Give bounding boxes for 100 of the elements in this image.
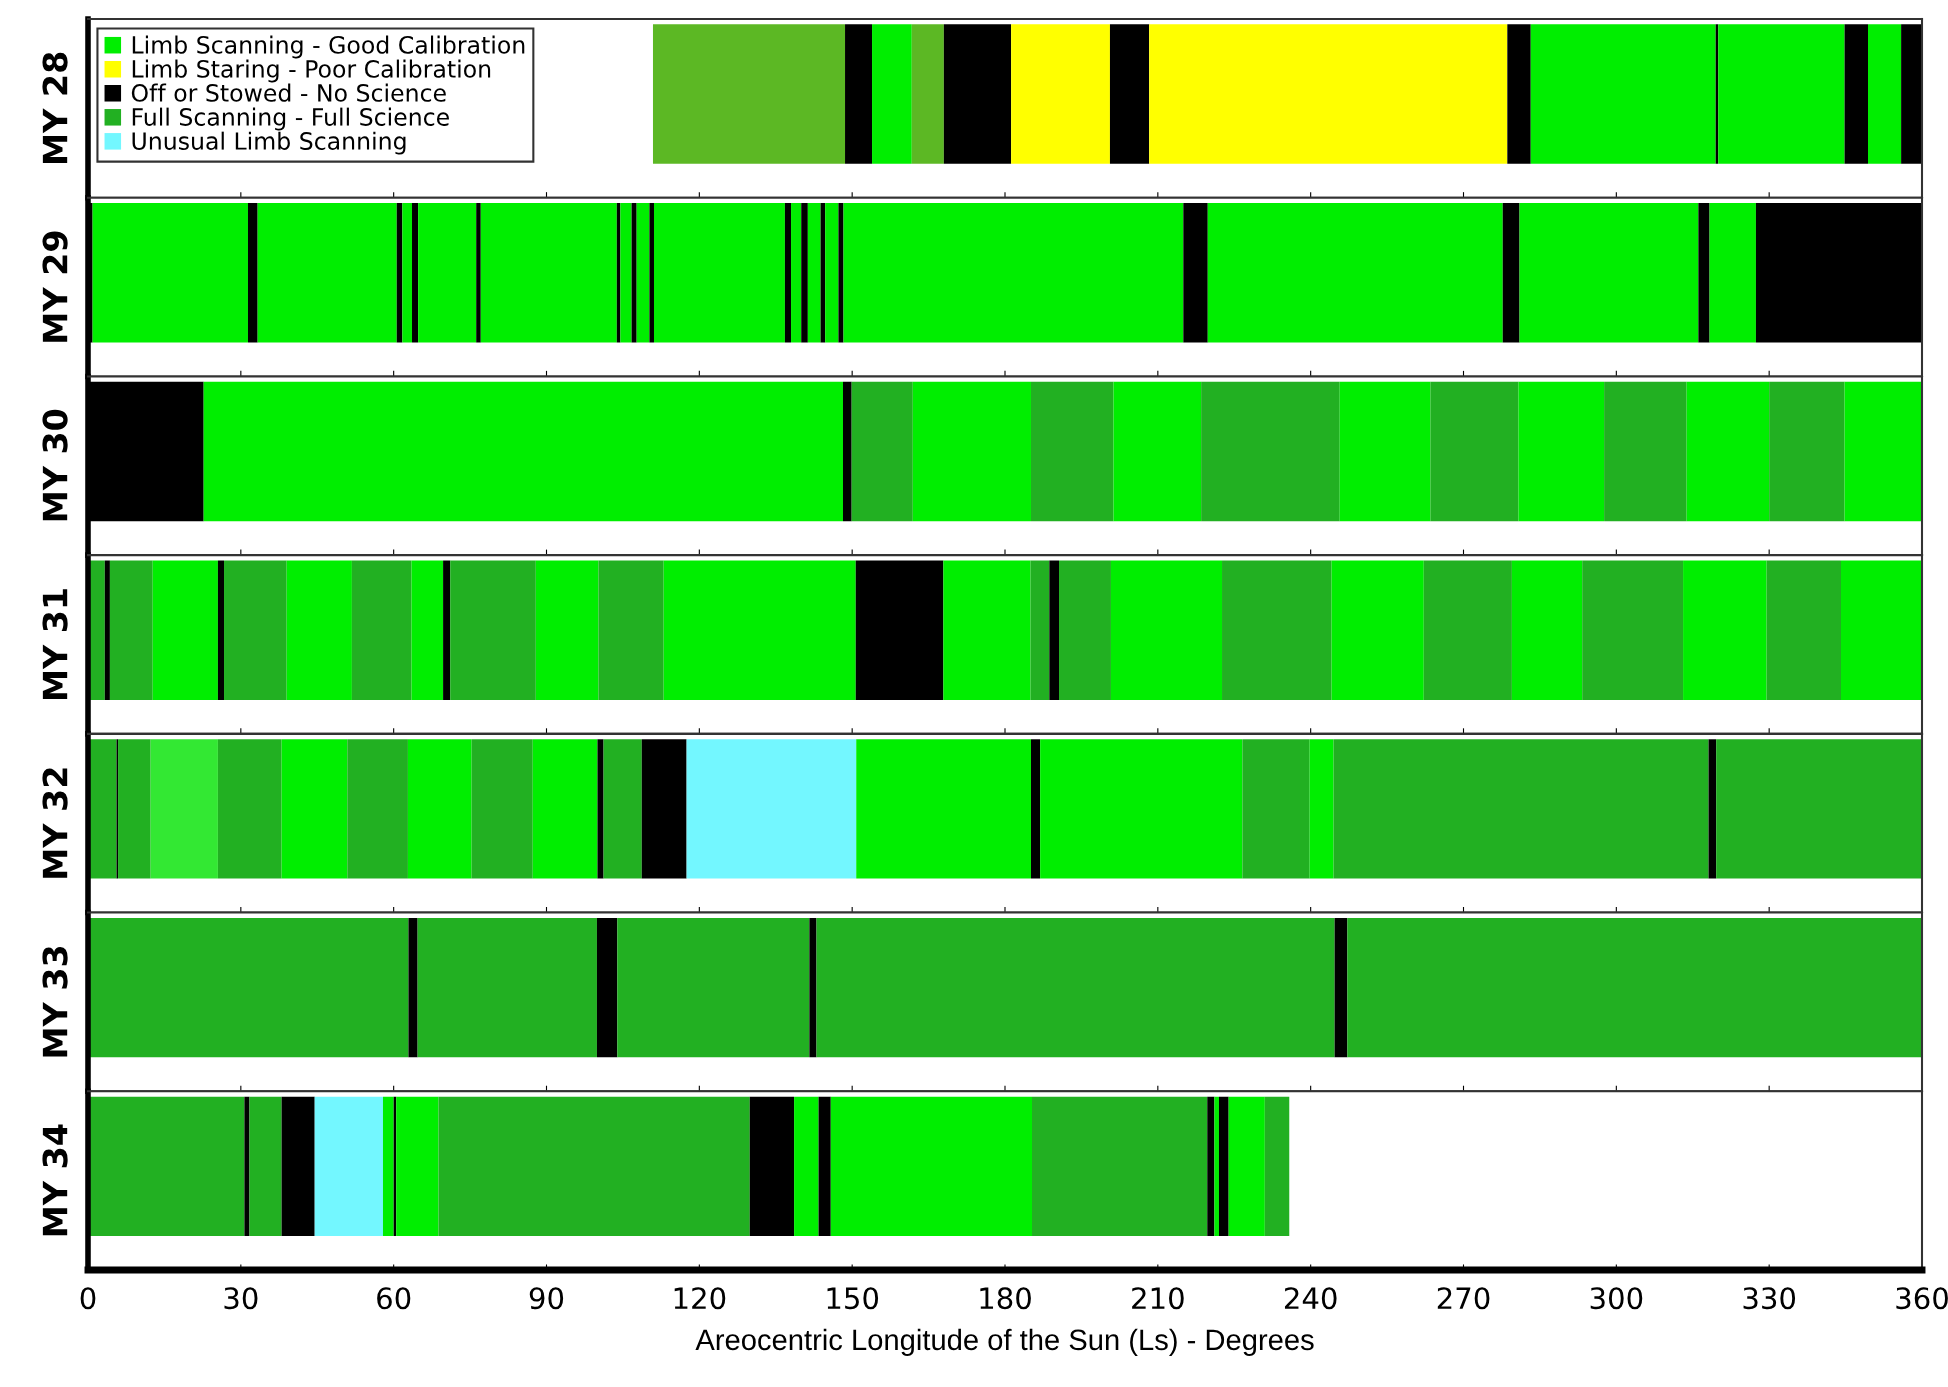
bar: [1511, 560, 1583, 700]
bar: [1214, 1096, 1219, 1237]
bar: [1530, 24, 1716, 164]
bar: [408, 917, 418, 1058]
bar: [830, 1096, 1032, 1237]
bar: [636, 203, 650, 343]
bar: [1333, 739, 1709, 879]
bar: [1149, 24, 1508, 164]
bar: [1059, 560, 1111, 700]
bar: [1716, 739, 1922, 879]
bar: [791, 203, 802, 343]
bar: [476, 203, 481, 343]
bar: [838, 203, 844, 343]
bar: [596, 917, 618, 1058]
bar: [1708, 739, 1717, 879]
bar: [845, 24, 873, 164]
x-tick-label: 210: [1132, 1287, 1184, 1310]
bar: [471, 739, 533, 879]
bar: [480, 203, 617, 343]
bar: [856, 739, 1031, 879]
x-tick-label: 90: [529, 1287, 564, 1310]
bar: [1334, 917, 1348, 1058]
x-tick-label: 360: [1896, 1287, 1948, 1310]
bar: [1423, 560, 1512, 700]
bar: [603, 739, 642, 879]
bar: [1339, 381, 1431, 522]
y-tick-label: MY 34: [42, 1124, 68, 1236]
x-tick-label: 180: [980, 1287, 1031, 1310]
bar: [438, 1096, 750, 1237]
bar: [281, 739, 348, 879]
bar: [620, 203, 632, 343]
bar: [257, 203, 397, 343]
bar: [943, 24, 1012, 164]
bar: [1040, 739, 1243, 879]
bar: [641, 739, 687, 879]
bar: [1218, 1096, 1229, 1237]
bar: [807, 203, 821, 343]
bar: [749, 1096, 795, 1237]
x-axis-title: Areocentric Longitude of the Sun (Ls) - Degrees: [695, 1328, 1314, 1356]
bar: [872, 24, 912, 164]
bar: [1841, 560, 1922, 700]
y-tick-label: MY 30: [42, 409, 68, 521]
bar: [597, 739, 604, 879]
bar: [1901, 24, 1922, 164]
x-tick-label: 240: [1284, 1287, 1337, 1310]
bar: [801, 203, 808, 343]
bar: [1769, 381, 1845, 522]
bar: [843, 203, 1184, 343]
x-tick-label: 0: [80, 1287, 96, 1310]
bar: [382, 1096, 394, 1237]
bar: [152, 560, 218, 700]
bar: [402, 203, 413, 343]
bar: [1030, 560, 1050, 700]
bar: [1011, 24, 1110, 164]
x-tick-label: 330: [1743, 1287, 1796, 1310]
bar: [1844, 24, 1868, 164]
y-tick-label: MY 32: [42, 768, 68, 878]
bar: [1844, 381, 1922, 522]
bar: [1430, 381, 1519, 522]
bar: [1507, 24, 1531, 164]
bar: [631, 203, 637, 343]
bar: [1582, 560, 1684, 700]
bar: [649, 203, 654, 343]
x-tick-label: 300: [1590, 1287, 1643, 1310]
bar: [1207, 203, 1503, 343]
bar: [1604, 381, 1687, 522]
bar: [1519, 203, 1699, 343]
bar: [351, 560, 412, 700]
x-tick-label: 270: [1437, 1287, 1490, 1310]
bar: [1868, 24, 1902, 164]
bar: [249, 1096, 282, 1237]
bar: [1030, 381, 1114, 522]
bar: [1030, 739, 1041, 879]
bar: [1183, 203, 1208, 343]
legend-label: Unusual Limb Scanning: [132, 131, 406, 155]
bar: [224, 560, 287, 700]
bar: [686, 739, 857, 879]
bar: [1109, 24, 1150, 164]
bar: [943, 560, 1031, 700]
x-tick-label: 150: [827, 1287, 879, 1310]
bar: [535, 560, 599, 700]
bar: [1228, 1096, 1265, 1237]
bar: [1242, 739, 1310, 879]
y-tick-label: MY 31: [42, 589, 68, 700]
bar: [912, 381, 1031, 522]
bar: [1110, 560, 1223, 700]
bar: [1686, 381, 1770, 522]
bar: [911, 24, 944, 164]
bar: [1222, 560, 1332, 700]
bar: [851, 381, 913, 522]
bar: [281, 1096, 315, 1237]
bar: [532, 739, 598, 879]
bar: [1309, 739, 1334, 879]
bar: [809, 917, 817, 1058]
bar: [217, 560, 225, 700]
bar: [347, 739, 408, 879]
bar: [1347, 917, 1922, 1058]
bar: [617, 917, 810, 1058]
bar: [1032, 1096, 1208, 1237]
bar: [843, 381, 852, 522]
